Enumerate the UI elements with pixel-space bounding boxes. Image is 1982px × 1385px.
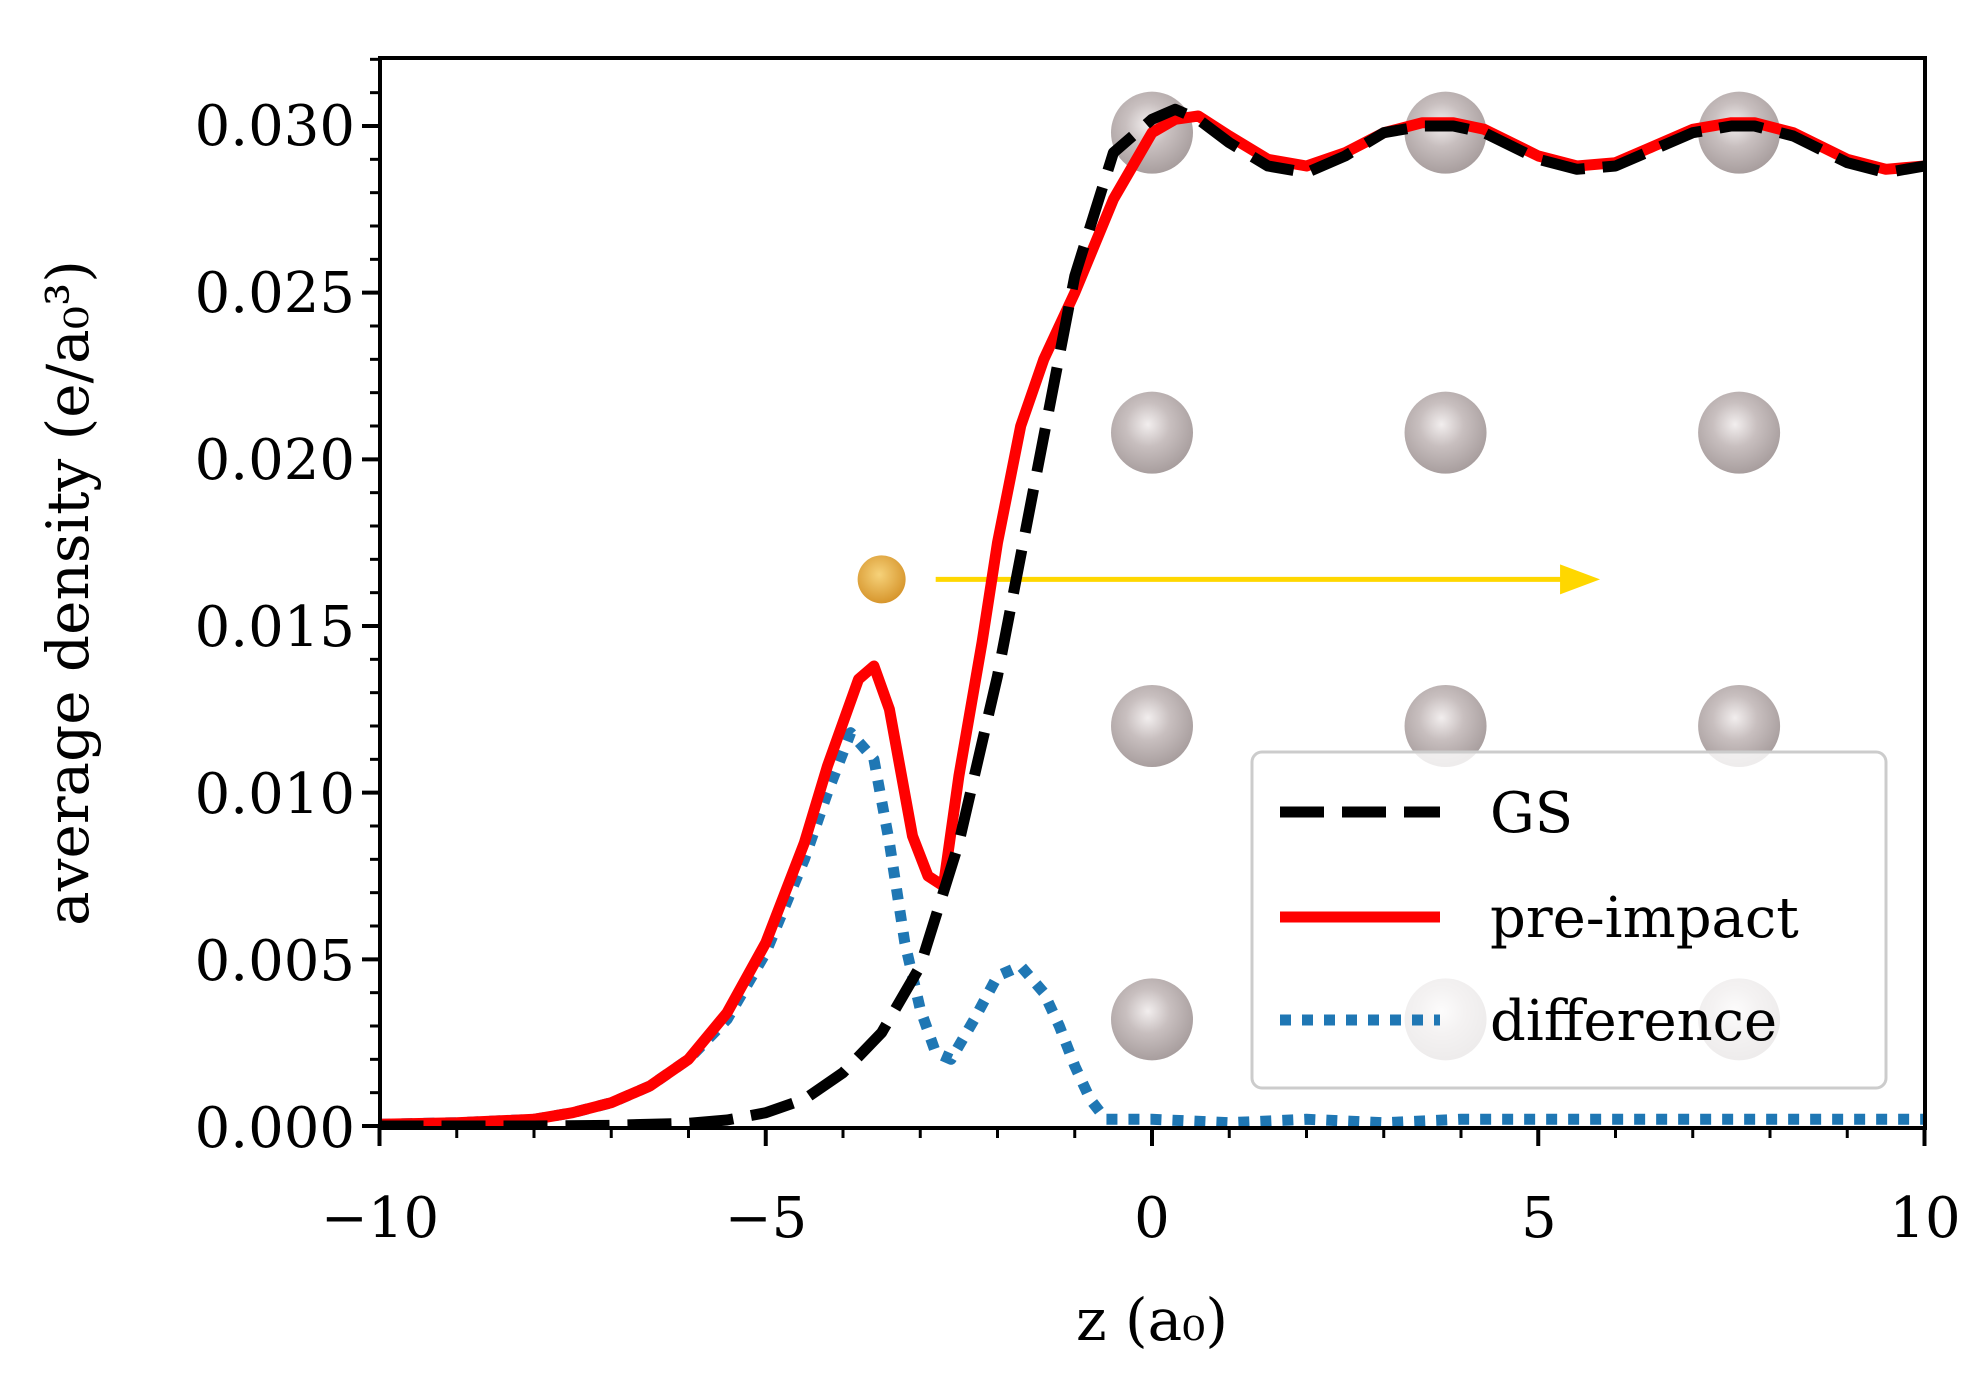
projectile-atom	[857, 555, 906, 604]
legend-label: GS	[1490, 781, 1573, 846]
y-tick-labels: 0.000 0.005 0.010 0.015 0.020 0.025 0.03…	[195, 94, 355, 1161]
series-lines	[380, 103, 1925, 1128]
lattice-atom	[1404, 685, 1487, 767]
x-tick-label: −10	[321, 1186, 439, 1251]
arrow-head	[1560, 564, 1601, 595]
lattice-atom	[1404, 91, 1487, 174]
y-tick-label: 0.000	[195, 1096, 355, 1161]
lattice-atom	[1404, 391, 1487, 474]
x-tick-label: 10	[1889, 1186, 1960, 1251]
projectile-arrow	[935, 564, 1601, 595]
x-tick-label: 0	[1134, 1186, 1170, 1251]
y-axis-label: average density (e/a₀³)	[34, 260, 102, 926]
y-tick-label: 0.030	[195, 94, 355, 159]
x-tick-label: 5	[1521, 1186, 1557, 1251]
legend-box	[1250, 750, 1888, 1090]
lattice-atom	[1111, 391, 1193, 474]
y-tick-label: 0.025	[195, 261, 355, 326]
lattice-atom	[1698, 91, 1781, 174]
lattice-atom	[1111, 685, 1193, 767]
legend-label: pre-impact	[1490, 886, 1799, 951]
x-axis-label: z (a₀)	[1076, 1286, 1228, 1354]
lattice-atom	[1111, 978, 1193, 1061]
legend: GS pre-impact difference	[1250, 750, 1888, 1090]
y-tick-label: 0.005	[195, 929, 355, 994]
x-tick-labels: −10 −5 0 5 10	[321, 1186, 1961, 1251]
legend-label: difference	[1490, 989, 1777, 1054]
y-tick-label: 0.010	[195, 762, 355, 827]
axis-ticks	[362, 57, 1927, 1146]
lattice-atom	[1698, 685, 1781, 767]
x-tick-label: −5	[725, 1186, 808, 1251]
y-tick-label: 0.015	[195, 595, 355, 660]
y-tick-label: 0.020	[195, 428, 355, 493]
lattice-atom	[1698, 391, 1781, 474]
series-line-GS	[380, 103, 1925, 1128]
